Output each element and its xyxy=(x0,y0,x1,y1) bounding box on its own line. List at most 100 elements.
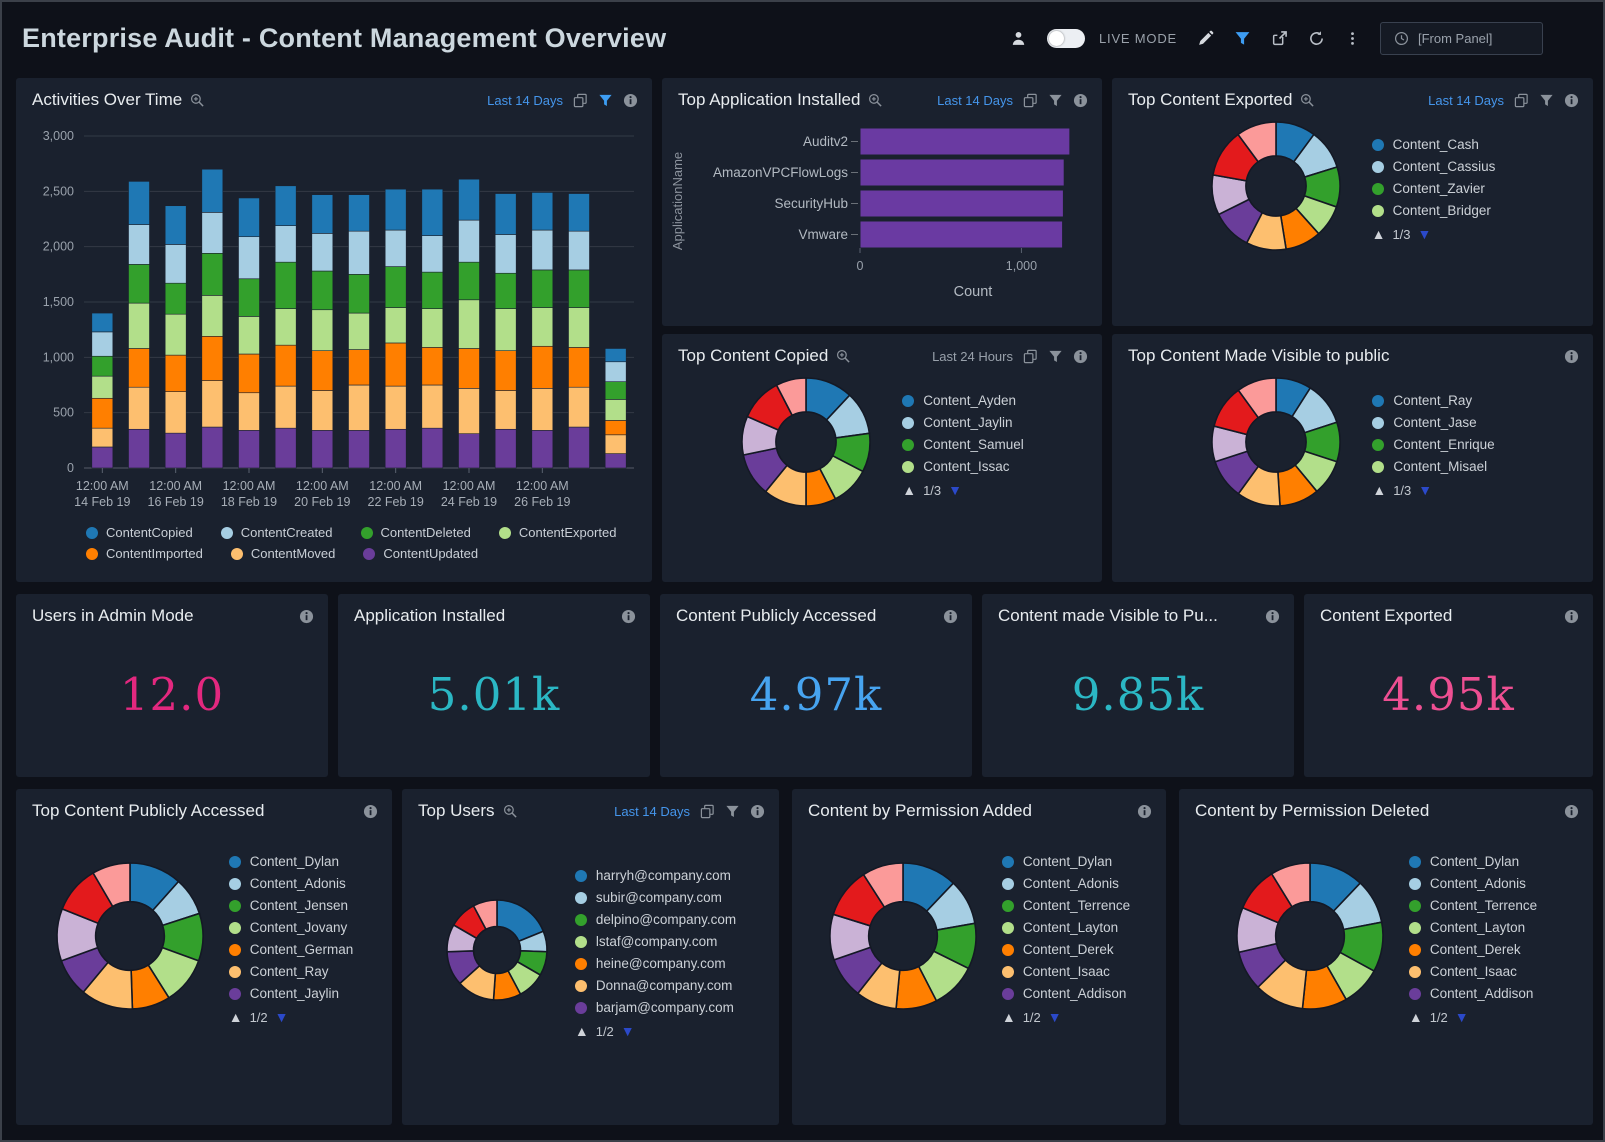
legend-item[interactable]: Content_Ayden xyxy=(902,393,1024,408)
bar-segment[interactable] xyxy=(311,430,334,469)
bar-segment[interactable] xyxy=(604,434,627,454)
bar-segment[interactable] xyxy=(348,194,370,232)
legend-item[interactable]: Content_Ray xyxy=(228,964,354,979)
legend-item[interactable]: barjam@company.com xyxy=(574,1000,736,1015)
bar-segment[interactable] xyxy=(164,354,187,392)
bar-segment[interactable] xyxy=(568,386,590,428)
bar-segment[interactable] xyxy=(238,316,260,355)
bar-segment[interactable] xyxy=(604,361,627,382)
donut-slice[interactable] xyxy=(862,862,904,909)
bar-segment[interactable] xyxy=(458,388,480,434)
donut-chart[interactable] xyxy=(740,376,872,508)
bar[interactable] xyxy=(859,158,1065,187)
legend-page-up[interactable]: ▲ xyxy=(1371,226,1386,242)
legend-item[interactable]: Content_Cassius xyxy=(1371,159,1495,174)
legend-item[interactable]: Content_Layton xyxy=(1001,920,1130,935)
filter-icon[interactable] xyxy=(1539,93,1554,108)
info-icon[interactable] xyxy=(299,609,314,624)
zoom-icon[interactable] xyxy=(190,93,205,108)
legend-item[interactable]: Content_Isaac xyxy=(1408,964,1537,979)
legend-item[interactable]: ContentCopied xyxy=(86,525,193,540)
info-icon[interactable] xyxy=(1564,93,1579,108)
bar-segment[interactable] xyxy=(531,345,554,389)
bar-segment[interactable] xyxy=(568,426,590,469)
bar-segment[interactable] xyxy=(384,188,407,231)
donut-slice[interactable] xyxy=(1237,377,1278,419)
bar-segment[interactable] xyxy=(458,178,480,221)
bar-segment[interactable] xyxy=(91,331,114,357)
bar-segment[interactable] xyxy=(128,264,150,304)
bar-segment[interactable] xyxy=(421,347,444,386)
bar-segment[interactable] xyxy=(421,271,444,309)
bar-segment[interactable] xyxy=(128,428,150,469)
bar-segment[interactable] xyxy=(238,353,260,394)
bar-segment[interactable] xyxy=(458,348,480,389)
legend-page-up[interactable]: ▲ xyxy=(1372,482,1387,498)
legend-item[interactable]: Content_Adonis xyxy=(228,876,354,891)
panel-time-range[interactable]: Last 14 Days xyxy=(1428,92,1504,108)
donut-slice[interactable] xyxy=(1236,121,1277,163)
zoom-icon[interactable] xyxy=(836,349,851,364)
legend-item[interactable]: Content_Misael xyxy=(1372,459,1494,474)
legend-item[interactable]: Content_Enrique xyxy=(1372,437,1495,452)
legend-item[interactable]: Content_Addison xyxy=(1001,986,1130,1001)
legend-item[interactable]: Content_Terrence xyxy=(1408,898,1537,913)
legend-item[interactable]: Content_German xyxy=(228,942,353,957)
legend-item[interactable]: Content_Adonis xyxy=(1408,876,1537,891)
bar-segment[interactable] xyxy=(201,212,224,254)
bar-segment[interactable] xyxy=(164,432,187,469)
donut-chart[interactable] xyxy=(1235,861,1385,1011)
bar[interactable] xyxy=(859,189,1064,218)
info-icon[interactable] xyxy=(623,93,638,108)
legend-item[interactable]: ContentImported xyxy=(86,546,203,561)
bar-segment[interactable] xyxy=(604,420,627,436)
bar-segment[interactable] xyxy=(128,224,150,265)
bar-segment[interactable] xyxy=(604,348,627,363)
legend-item[interactable]: Content_Jovany xyxy=(228,920,354,935)
horizontal-bar-chart[interactable]: ApplicationName Auditv2 AmazonVPCFlowLogs S… xyxy=(668,116,1098,312)
bar-segment[interactable] xyxy=(421,235,444,273)
legend-page-down[interactable]: ▼ xyxy=(620,1023,635,1039)
legend-item[interactable]: delpino@company.com xyxy=(574,912,736,927)
bar-segment[interactable] xyxy=(568,307,590,348)
bar-segment[interactable] xyxy=(238,236,260,280)
bar-segment[interactable] xyxy=(494,193,517,235)
legend-item[interactable]: Content_Jaylin xyxy=(902,415,1024,430)
info-icon[interactable] xyxy=(1137,804,1152,819)
legend-item[interactable]: ContentMoved xyxy=(230,546,335,561)
info-icon[interactable] xyxy=(1564,804,1579,819)
bar-segment[interactable] xyxy=(348,274,370,314)
copy-panel-icon[interactable] xyxy=(1023,349,1038,364)
filter-icon[interactable] xyxy=(725,804,740,819)
bar-segment[interactable] xyxy=(421,427,444,469)
filter-icon[interactable] xyxy=(598,93,613,108)
bar-segment[interactable] xyxy=(274,308,297,346)
panel-time-range[interactable]: Last 14 Days xyxy=(614,803,690,819)
bar-segment[interactable] xyxy=(384,266,407,308)
bar-segment[interactable] xyxy=(164,391,187,434)
more-options-icon[interactable] xyxy=(1345,31,1360,46)
legend-item[interactable]: ContentExported xyxy=(498,525,616,540)
legend-item[interactable]: ContentCreated xyxy=(220,525,333,540)
legend-item[interactable]: Content_Adonis xyxy=(1001,876,1130,891)
bar-segment[interactable] xyxy=(201,336,224,381)
bar-segment[interactable] xyxy=(201,253,224,296)
stacked-bar-chart[interactable]: 0 500 1,000 1,500 2,000 2,500 3,000 12:00 AM 14 … xyxy=(20,116,642,514)
filter-icon[interactable] xyxy=(1234,30,1251,47)
info-icon[interactable] xyxy=(1073,349,1088,364)
bar-segment[interactable] xyxy=(238,392,260,431)
legend-item[interactable]: Content_Terrence xyxy=(1001,898,1130,913)
legend-page-down[interactable]: ▼ xyxy=(1417,226,1432,242)
legend-item[interactable]: Content_Derek xyxy=(1408,942,1537,957)
legend-item[interactable]: Content_Derek xyxy=(1001,942,1130,957)
bar-segment[interactable] xyxy=(421,384,444,429)
legend-item[interactable]: Content_Isaac xyxy=(1001,964,1130,979)
bar-segment[interactable] xyxy=(164,244,187,284)
bar-segment[interactable] xyxy=(311,194,334,234)
filter-icon[interactable] xyxy=(1048,93,1063,108)
donut-chart[interactable] xyxy=(1210,120,1342,252)
bar-segment[interactable] xyxy=(458,433,480,469)
share-icon[interactable] xyxy=(1271,30,1288,47)
donut-chart[interactable] xyxy=(828,861,978,1011)
bar-segment[interactable] xyxy=(311,390,334,431)
